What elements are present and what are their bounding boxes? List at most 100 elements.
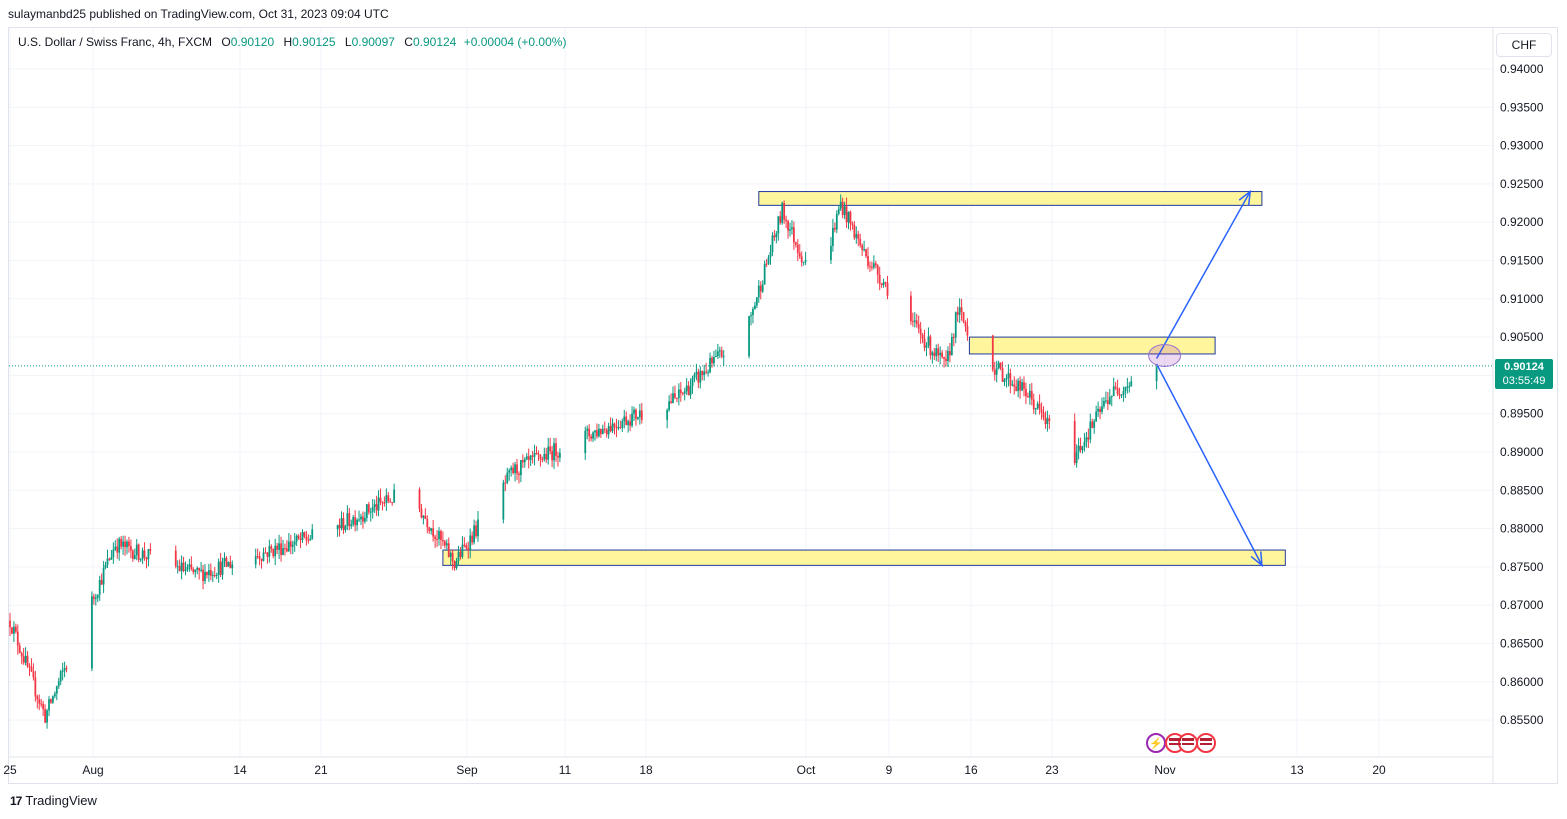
candle-body: [954, 312, 957, 338]
candle-body: [92, 596, 95, 599]
low-value: 0.90097: [351, 35, 395, 49]
candle-body: [174, 550, 177, 567]
candle-body: [1009, 373, 1012, 386]
candle-body: [1120, 394, 1123, 396]
candle-body: [379, 497, 382, 502]
candle-body: [871, 266, 873, 268]
price-axis-labels: 0.94000 0.93500 0.93000 0.92500 0.92000 0.915…: [1500, 62, 1544, 727]
candle-body: [477, 519, 479, 537]
candle-body: [200, 569, 202, 571]
candle-body: [752, 308, 754, 316]
footer-brand-label: TradingView: [25, 793, 97, 808]
candle-body: [991, 335, 994, 370]
candle-body: [637, 417, 639, 419]
candle-body: [149, 549, 152, 551]
candle-body: [929, 336, 932, 356]
candle-body: [430, 528, 433, 531]
candle-body: [116, 546, 119, 553]
candle-body: [835, 213, 838, 230]
candle-body: [358, 519, 360, 521]
candle-body: [348, 513, 351, 527]
change-value: +0.00004 (+0.00%): [463, 35, 567, 49]
candle-body: [198, 567, 201, 571]
candle-body: [767, 257, 770, 264]
candle-body: [387, 495, 390, 502]
candle-body: [118, 538, 121, 553]
candle-body: [231, 564, 234, 569]
candle-body: [1011, 384, 1014, 386]
candle-body: [919, 328, 922, 335]
candle-body: [830, 245, 832, 260]
candle-body: [22, 656, 25, 663]
candle-body: [588, 428, 591, 437]
candle-body: [874, 263, 877, 266]
candle-body: [98, 579, 101, 595]
candle-body: [307, 539, 310, 541]
projection-arrow: [1155, 191, 1251, 359]
candle-body: [102, 567, 105, 585]
candle-body: [65, 668, 68, 670]
candle-body: [344, 525, 347, 530]
candle-body: [625, 416, 628, 426]
candle-body: [1114, 386, 1117, 389]
footer-brand[interactable]: 17 TradingView: [10, 793, 97, 808]
candle-body: [506, 472, 509, 483]
candle-body: [293, 541, 296, 545]
price-tick-label: 0.85500: [1500, 713, 1544, 727]
candle-body: [833, 227, 836, 230]
candle-body: [911, 321, 914, 323]
candle-body: [621, 421, 624, 428]
candle-body: [180, 562, 183, 572]
candle-body: [878, 274, 881, 284]
candle-body: [451, 552, 454, 562]
price-tick-label: 0.87500: [1500, 560, 1544, 574]
close-label: C: [404, 35, 413, 49]
candle-body: [757, 285, 760, 298]
candle-body: [1097, 408, 1099, 412]
last-price-badge: 0.90124 03:55:49: [1495, 359, 1553, 389]
candle-body: [921, 334, 924, 339]
candle-body: [791, 227, 793, 230]
candle-body: [141, 550, 144, 560]
candle-body: [364, 517, 366, 522]
candle-body: [508, 470, 511, 473]
candle-body: [223, 557, 226, 562]
price-tick-label: 0.94000: [1500, 62, 1544, 76]
candle-body: [510, 467, 513, 471]
candle-body: [1101, 406, 1103, 412]
event-icons[interactable]: ⚡: [1146, 733, 1216, 753]
projection-arrow: [1155, 363, 1263, 566]
candle-body: [796, 244, 799, 254]
candle-body: [1025, 388, 1027, 397]
time-tick-label: Sep: [456, 763, 478, 777]
candle-body: [670, 401, 672, 403]
candle-body: [537, 453, 540, 455]
candle-body: [465, 545, 468, 549]
candle-body: [130, 546, 132, 551]
currency-button[interactable]: CHF: [1496, 33, 1552, 57]
candle-body: [371, 506, 374, 512]
candle-body: [640, 410, 643, 420]
candle-body: [605, 429, 608, 435]
candle-body: [687, 385, 690, 396]
candle-body: [722, 356, 725, 358]
symbol-title[interactable]: U.S. Dollar / Swiss Franc, 4h, FXCM: [18, 35, 213, 49]
candle-body: [436, 538, 438, 540]
candle-body: [383, 502, 386, 504]
candle-body: [804, 259, 807, 262]
candle-body: [617, 427, 620, 429]
candle-body: [800, 256, 803, 263]
candle-body: [422, 515, 425, 518]
candle-body: [204, 571, 206, 582]
candle-body: [1103, 400, 1105, 407]
candle-body: [683, 391, 686, 394]
candle-body: [268, 546, 271, 557]
zone-rect: [758, 191, 1263, 206]
candle-body: [679, 389, 682, 394]
candle-body: [925, 345, 928, 348]
candle-body: [1021, 382, 1023, 391]
candle-body: [55, 686, 58, 694]
candle-body: [184, 569, 187, 571]
candle-body: [91, 596, 93, 669]
